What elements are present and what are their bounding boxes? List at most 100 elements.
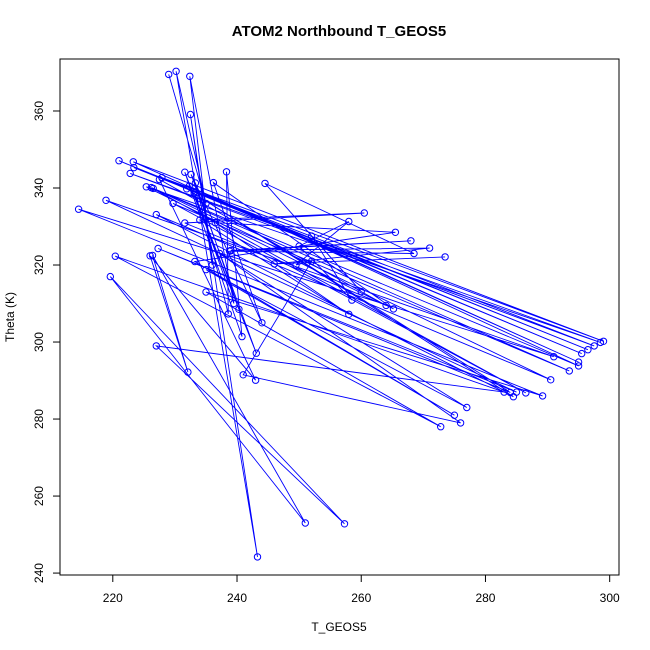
data-point — [599, 337, 608, 345]
x-tick-label: 280 — [475, 591, 495, 605]
data-point — [224, 310, 233, 318]
data-point — [142, 183, 151, 191]
data-point — [186, 110, 195, 119]
data-point — [149, 184, 157, 193]
data-point — [357, 287, 365, 296]
data-point — [155, 175, 164, 184]
x-axis: 220 240 260 280 300 — [103, 574, 620, 605]
y-axis: 240 260 280 300 320 340 360 — [32, 101, 61, 583]
data-point — [202, 265, 210, 274]
data-point — [181, 168, 189, 176]
data-point — [596, 338, 605, 347]
data-point — [441, 253, 449, 261]
data-point — [500, 388, 508, 396]
plot-area — [59, 58, 620, 576]
data-point — [115, 157, 123, 165]
y-axis-label: Theta (K) — [3, 292, 17, 342]
data-point — [512, 388, 521, 396]
data-point — [184, 368, 192, 376]
data-point — [235, 305, 243, 313]
data-point — [169, 199, 177, 208]
data-point — [225, 247, 234, 255]
data-point — [450, 411, 459, 419]
data-point — [222, 168, 231, 176]
x-tick-label: 260 — [351, 591, 371, 605]
data-point — [301, 519, 309, 527]
data-point — [196, 216, 204, 224]
data-point — [252, 349, 260, 357]
x-axis-label: T_GEOS5 — [311, 620, 367, 634]
data-point — [258, 319, 266, 327]
x-tick-label: 240 — [227, 591, 247, 605]
data-point — [106, 272, 115, 281]
data-point — [102, 196, 110, 205]
data-point — [360, 209, 368, 217]
data-point — [202, 199, 210, 208]
data-point — [547, 376, 555, 384]
data-point — [208, 261, 216, 269]
data-point — [191, 179, 200, 187]
data-point — [129, 158, 138, 166]
data-point — [165, 70, 173, 79]
data-point — [348, 296, 356, 304]
data-point — [456, 419, 465, 427]
data-point — [211, 219, 220, 227]
data-point — [292, 261, 300, 269]
data-point — [190, 189, 198, 197]
data-point — [550, 353, 558, 361]
data-point — [239, 371, 247, 379]
data-point — [307, 257, 316, 265]
data-point — [230, 299, 238, 308]
data-point — [578, 349, 586, 358]
y-tick-label: 360 — [32, 101, 46, 121]
data-point — [253, 553, 262, 561]
data-point — [74, 205, 83, 213]
data-point — [238, 332, 246, 341]
data-point — [538, 392, 547, 400]
data-point — [522, 389, 530, 397]
y-tick-label: 260 — [32, 486, 46, 506]
data-point — [227, 246, 235, 255]
data-point — [187, 170, 195, 179]
data-point — [410, 249, 418, 258]
data-point — [425, 244, 434, 252]
data-point — [345, 310, 353, 318]
data-point — [215, 249, 224, 258]
data-point — [181, 219, 189, 227]
y-tick-label: 240 — [32, 563, 46, 583]
x-tick-label: 220 — [103, 591, 123, 605]
data-point — [463, 403, 471, 412]
y-tick-label: 300 — [32, 332, 46, 352]
data-point — [152, 342, 161, 350]
data-point — [186, 72, 194, 81]
x-tick-label: 300 — [600, 591, 620, 605]
data-point — [111, 252, 120, 260]
data-point — [261, 179, 269, 188]
series-line — [78, 71, 604, 557]
data-point — [270, 260, 278, 268]
data-point — [340, 520, 349, 528]
data-point — [565, 367, 573, 375]
data-point — [389, 305, 398, 313]
data-point — [590, 342, 598, 350]
data-point — [437, 423, 445, 431]
y-tick-label: 340 — [32, 178, 46, 198]
data-point — [172, 67, 180, 76]
data-point — [152, 210, 161, 219]
y-tick-label: 280 — [32, 409, 46, 429]
data-point — [345, 217, 353, 226]
data-point — [574, 358, 583, 366]
y-tick-label: 320 — [32, 255, 46, 275]
data-point — [391, 228, 400, 237]
chart-title: ATOM2 Northbound T_GEOS5 — [232, 23, 446, 40]
data-point — [407, 237, 415, 245]
data-point — [574, 362, 583, 370]
data-point — [130, 163, 138, 172]
data-point — [183, 185, 191, 193]
data-point — [154, 244, 162, 253]
data-point — [202, 288, 210, 296]
data-point — [307, 232, 316, 240]
data-point — [295, 242, 303, 250]
data-point — [146, 252, 154, 260]
